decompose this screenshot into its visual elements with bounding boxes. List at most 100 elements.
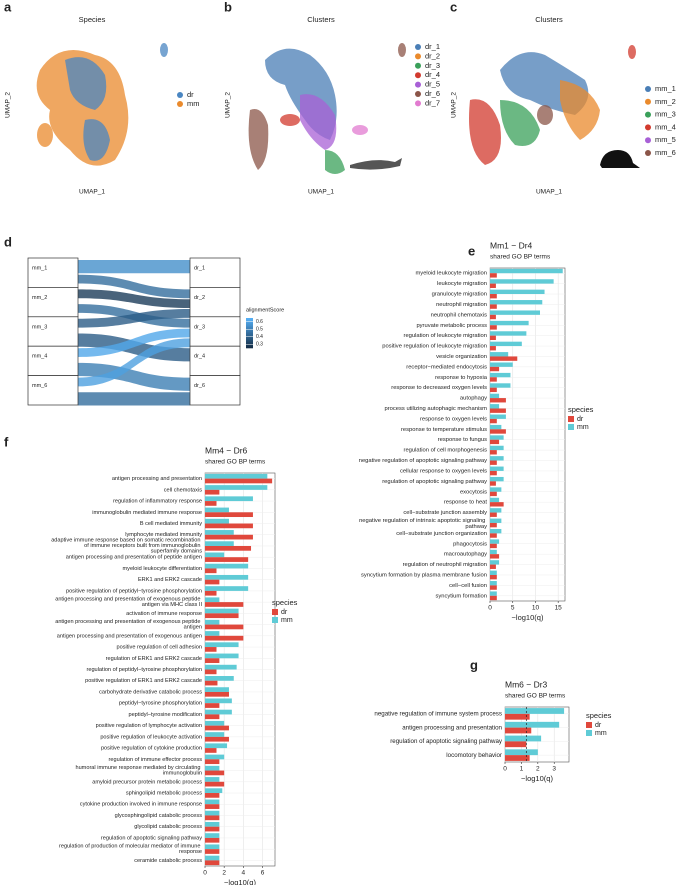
y-tick-label: response to decreased oxygen levels (391, 385, 487, 391)
legend-swatch (586, 730, 592, 736)
y-tick-label: syncytium formation (435, 593, 487, 599)
flow (78, 260, 190, 274)
chart-title: Clusters (307, 15, 335, 24)
bar (205, 624, 244, 630)
bar (490, 435, 504, 440)
legend-label: dr (577, 416, 584, 423)
legend-label: mm_4 (655, 122, 676, 131)
bar (205, 709, 232, 715)
bar (205, 485, 268, 490)
bar (205, 545, 252, 551)
y-tick-label: negative regulation of immune system pro… (374, 711, 502, 718)
y-tick-label: negative regulation of apoptotic signali… (359, 458, 487, 464)
y-tick-label: positive regulation of cell adhesion (116, 645, 202, 651)
bar (490, 570, 497, 575)
bar (490, 476, 504, 482)
y-tick-label: cytokine production involved in immune r… (80, 802, 202, 808)
colorbar (246, 339, 253, 341)
bar (205, 720, 225, 726)
bar (490, 502, 504, 507)
y-tick-label: response to hypoxia (435, 375, 488, 381)
node-label: mm_2 (32, 295, 47, 301)
bar (505, 727, 532, 734)
y-tick-label: granulocyte migration (432, 292, 487, 298)
bar (205, 574, 249, 580)
legend-swatch (645, 98, 651, 105)
bar (490, 335, 496, 341)
bar (490, 591, 497, 596)
bar (490, 429, 506, 434)
bar (490, 387, 497, 393)
y-tick-label: positive regulation of ERK1 and ERK2 cas… (85, 678, 202, 684)
node-label: mm_4 (32, 354, 47, 360)
bar (490, 522, 497, 528)
legend-label: mm_1 (655, 84, 676, 93)
bar (205, 647, 217, 652)
cloud (537, 105, 553, 125)
bar (490, 300, 543, 305)
bar (205, 512, 253, 518)
colorbar (246, 324, 253, 326)
y-tick-label: cell chemotaxis (164, 487, 202, 493)
y-tick-label: B cell mediated immunity (140, 521, 202, 527)
flow (78, 328, 190, 358)
bar (205, 793, 220, 798)
chart-subtitle: shared GO BP terms (490, 254, 551, 261)
legend-swatch (586, 722, 592, 728)
legend-label: dr (595, 722, 602, 729)
y-tick-label: antigen processing and presentation (402, 724, 502, 731)
bar (205, 680, 218, 686)
legend-swatch (272, 617, 278, 623)
y-tick-label: cell−cell fusion (449, 583, 487, 589)
x-tick-label: 10 (532, 605, 540, 612)
bar (490, 533, 497, 538)
y-tick-label: receptor−mediated endocytosis (406, 364, 487, 370)
bar (205, 664, 237, 670)
y-tick-label: regulation of ERK1 and ERK2 cascade (106, 656, 202, 662)
bar (490, 346, 496, 351)
bar (205, 732, 225, 737)
y-tick-label: positive regulation of cytokine producti… (101, 746, 202, 752)
x-axis-label: −log10(q) (521, 774, 553, 783)
y-tick-label: positive regulation of leukocyte migrati… (382, 344, 487, 350)
legend-label: dr_2 (425, 51, 440, 60)
cloud (628, 45, 636, 59)
bar (490, 404, 500, 409)
y-tick-label: myeloid leukocyte migration (415, 271, 487, 277)
flow (78, 338, 190, 387)
legend-label: dr (187, 90, 194, 99)
bar (505, 755, 530, 761)
y-tick-label: cell−substrate junction organization (396, 531, 487, 537)
y-tick-label: antigen processing and presentation of e… (55, 597, 202, 609)
legend-swatch (415, 53, 421, 60)
cloud (300, 94, 337, 150)
legend-label: mm (281, 617, 293, 624)
legend-swatch (272, 609, 278, 615)
node-label: mm_3 (32, 324, 47, 330)
y-tick-label: phagocytosis (453, 541, 487, 547)
cloud (560, 80, 600, 140)
y-tick-label: process utilizing autophagic mechanism (385, 406, 488, 412)
panel-letter: g (470, 657, 478, 672)
bar (490, 554, 500, 559)
bar (205, 501, 217, 506)
y-tick-label: glycolipid catabolic process (134, 824, 202, 830)
bar (490, 456, 504, 461)
flow (78, 362, 190, 391)
bar (490, 549, 497, 555)
bar (490, 377, 497, 382)
x-tick-label: 0 (488, 605, 492, 612)
node (27, 345, 79, 376)
legend-swatch (415, 91, 421, 97)
bar (205, 669, 217, 675)
node-label: mm_1 (32, 265, 47, 271)
bar (490, 574, 497, 580)
bar (205, 855, 220, 861)
y-tick-label: response to oxygen levels (420, 416, 487, 422)
cloud (83, 119, 110, 161)
bar (490, 460, 497, 465)
colorbar-tick-label: 0.4 (256, 334, 263, 340)
y-tick-label: regulation of leukocyte migration (404, 333, 487, 339)
legend-swatch (645, 86, 651, 92)
colorbar (246, 333, 253, 335)
